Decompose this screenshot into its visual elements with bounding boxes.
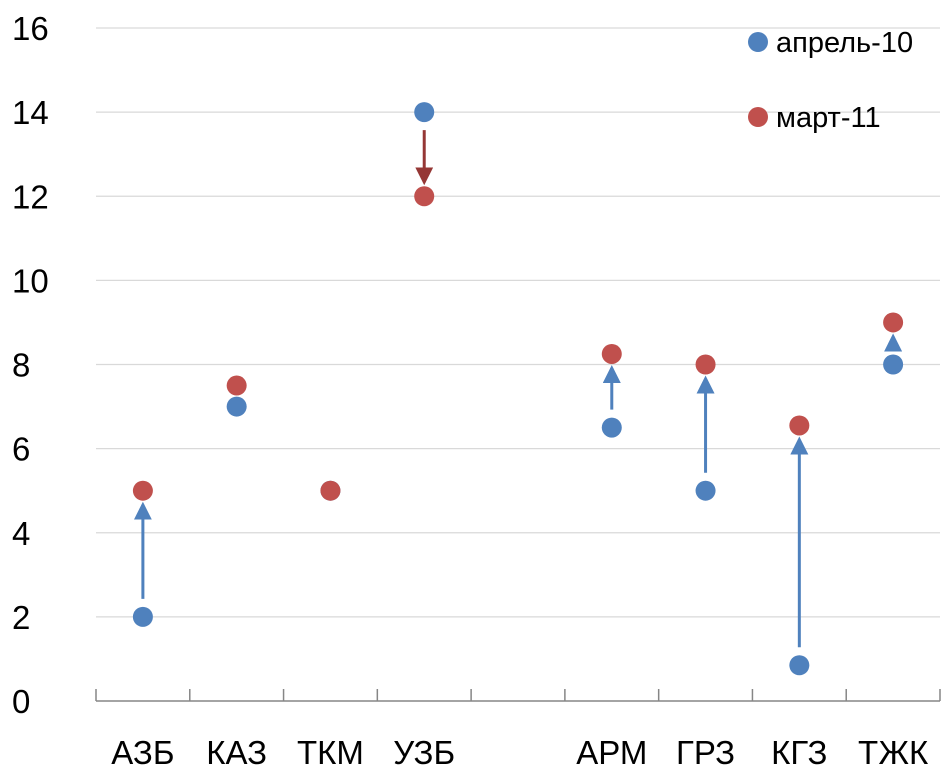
data-point-series-1 (320, 480, 341, 501)
x-tick-label: КГЗ (771, 734, 827, 771)
change-arrows (133, 130, 903, 648)
data-point-series-0 (789, 655, 810, 676)
data-point-series-1 (132, 480, 153, 501)
data-point-series-1 (789, 415, 810, 436)
x-tick-label: ТКМ (297, 734, 364, 771)
x-tick-labels: АЗБ КАЗ ТКМ УЗБ АРМ ГРЗ КГЗ ТЖК (111, 734, 929, 771)
data-point-series-0 (226, 396, 247, 417)
data-point-series-0 (132, 606, 153, 627)
data-point-series-0 (601, 417, 622, 438)
y-tick-label: 0 (12, 683, 30, 720)
x-tick-label: ГРЗ (676, 734, 735, 771)
legend-marker (748, 32, 768, 52)
data-point-series-1 (601, 343, 622, 364)
x-axis (95, 689, 941, 702)
data-points (132, 102, 904, 676)
y-tick-label: 10 (12, 262, 49, 299)
y-tick-label: 6 (12, 431, 30, 468)
y-tick-label: 12 (12, 178, 49, 215)
data-point-series-1 (695, 354, 716, 375)
data-point-series-0 (883, 354, 904, 375)
data-point-series-1 (414, 186, 435, 207)
y-tick-label: 4 (12, 515, 30, 552)
legend-marker (748, 107, 768, 127)
y-tick-label: 16 (12, 10, 49, 47)
y-tick-label: 14 (12, 94, 49, 131)
x-tick-label: ТЖК (858, 734, 929, 771)
legend-label: март-11 (776, 102, 881, 134)
y-tick-label: 2 (12, 599, 30, 636)
gridlines (96, 27, 940, 618)
x-tick-label: АЗБ (111, 734, 174, 771)
y-tick-labels: 0 2 4 6 8 10 12 14 16 (12, 10, 49, 720)
legend: апрель-10 март-11 (748, 27, 913, 134)
y-tick-label: 8 (12, 347, 30, 384)
x-tick-label: УЗБ (393, 734, 455, 771)
x-tick-label: АРМ (576, 734, 647, 771)
x-tick-label: КАЗ (206, 734, 267, 771)
legend-label: апрель-10 (776, 27, 913, 59)
data-point-series-1 (883, 312, 904, 333)
data-point-series-0 (695, 480, 716, 501)
data-point-series-1 (226, 375, 247, 396)
data-point-series-0 (414, 102, 435, 123)
